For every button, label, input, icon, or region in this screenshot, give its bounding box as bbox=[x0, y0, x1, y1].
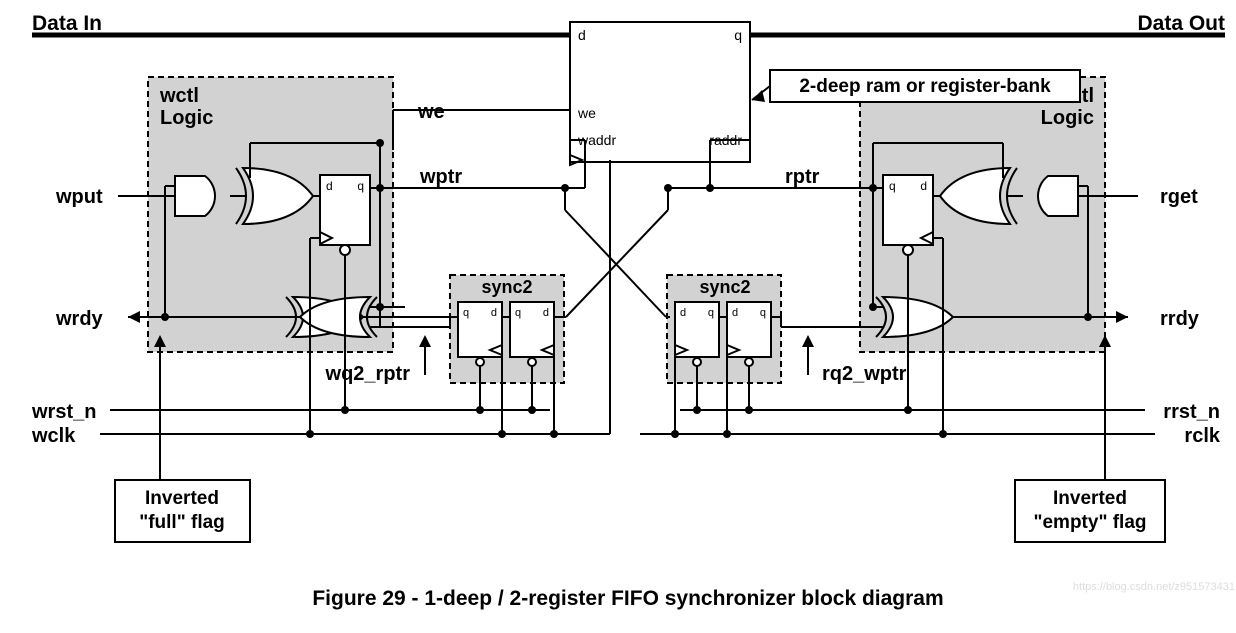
inv-empty-l1: Inverted bbox=[1053, 488, 1127, 509]
wq2-arrowhead bbox=[419, 335, 431, 347]
rrdy-label: rrdy bbox=[1160, 308, 1200, 330]
node-rptr-a bbox=[706, 184, 714, 192]
wctl-title-2: Logic bbox=[160, 107, 213, 129]
and-gate-w bbox=[175, 176, 215, 216]
ff-rctl-d: d bbox=[920, 179, 927, 193]
sync2r-ff1-q: q bbox=[708, 307, 714, 319]
figure-caption: Figure 29 - 1-deep / 2-register FIFO syn… bbox=[312, 587, 943, 610]
wclk-label: wclk bbox=[31, 425, 76, 447]
sync2l-ff1-rst bbox=[476, 358, 484, 366]
rq2-label: rq2_wptr bbox=[822, 363, 907, 385]
sync2r-ff1-d: d bbox=[680, 307, 686, 319]
ff-wctl-d: d bbox=[326, 179, 333, 193]
rrdy-arrow bbox=[1116, 311, 1128, 323]
rclk-label: rclk bbox=[1184, 425, 1220, 447]
node-wptr-c bbox=[376, 303, 384, 311]
inv-empty-l2: "empty" flag bbox=[1033, 512, 1146, 533]
inv-full-l1: Inverted bbox=[145, 488, 219, 509]
wrdy-label: wrdy bbox=[55, 308, 104, 330]
sync2r-ff2-rst bbox=[745, 358, 753, 366]
sync2-left-title: sync2 bbox=[481, 277, 532, 297]
ff-rctl-q: q bbox=[889, 179, 896, 193]
sync2r-ff2-q: q bbox=[760, 307, 766, 319]
diagram-container: Data In Data Out wctl Logic rctl Logic s… bbox=[10, 10, 1236, 623]
rctl-title-2: Logic bbox=[1041, 107, 1094, 129]
ram-d-label: d bbox=[578, 27, 586, 43]
ff-wctl-q: q bbox=[357, 179, 364, 193]
inv-full-l2: "full" flag bbox=[139, 512, 225, 533]
ff-wctl-rst bbox=[340, 245, 350, 255]
wrstn-label: wrst_n bbox=[31, 401, 96, 423]
wctl-title-1: wctl bbox=[159, 85, 199, 107]
sync2r-ff2-d: d bbox=[732, 307, 738, 319]
ram-q-label: q bbox=[734, 27, 742, 43]
sync2l-ff1-d: d bbox=[491, 307, 497, 319]
ram-callout-text: 2-deep ram or register-bank bbox=[799, 76, 1051, 97]
sync2r-ff1-rst bbox=[693, 358, 701, 366]
wrdy-arrow bbox=[128, 311, 140, 323]
watermark: https://blog.csdn.net/z951573431 bbox=[1073, 581, 1235, 593]
rget-label: rget bbox=[1160, 186, 1198, 208]
sync2-right-title: sync2 bbox=[699, 277, 750, 297]
sync2l-ff2-rst bbox=[528, 358, 536, 366]
diagram-svg: Data In Data Out wctl Logic rctl Logic s… bbox=[10, 10, 1236, 623]
and-gate-r bbox=[1038, 176, 1078, 216]
data-in-label: Data In bbox=[32, 12, 102, 35]
rptr-label: rptr bbox=[785, 166, 820, 188]
ram-we-label: we bbox=[577, 105, 596, 121]
wptr-label: wptr bbox=[419, 166, 462, 188]
rrstn-label: rrst_n bbox=[1163, 401, 1220, 423]
data-out-label: Data Out bbox=[1137, 12, 1225, 35]
sync2l-ff1-q: q bbox=[463, 307, 469, 319]
sync2l-ff2-d: d bbox=[543, 307, 549, 319]
sync2l-ff2-q: q bbox=[515, 307, 521, 319]
ff-rctl-rst bbox=[903, 245, 913, 255]
rq2-arrowhead bbox=[802, 335, 814, 347]
we-label: we bbox=[417, 101, 445, 123]
wq2-label: wq2_rptr bbox=[325, 363, 411, 385]
wput-label: wput bbox=[55, 186, 103, 208]
